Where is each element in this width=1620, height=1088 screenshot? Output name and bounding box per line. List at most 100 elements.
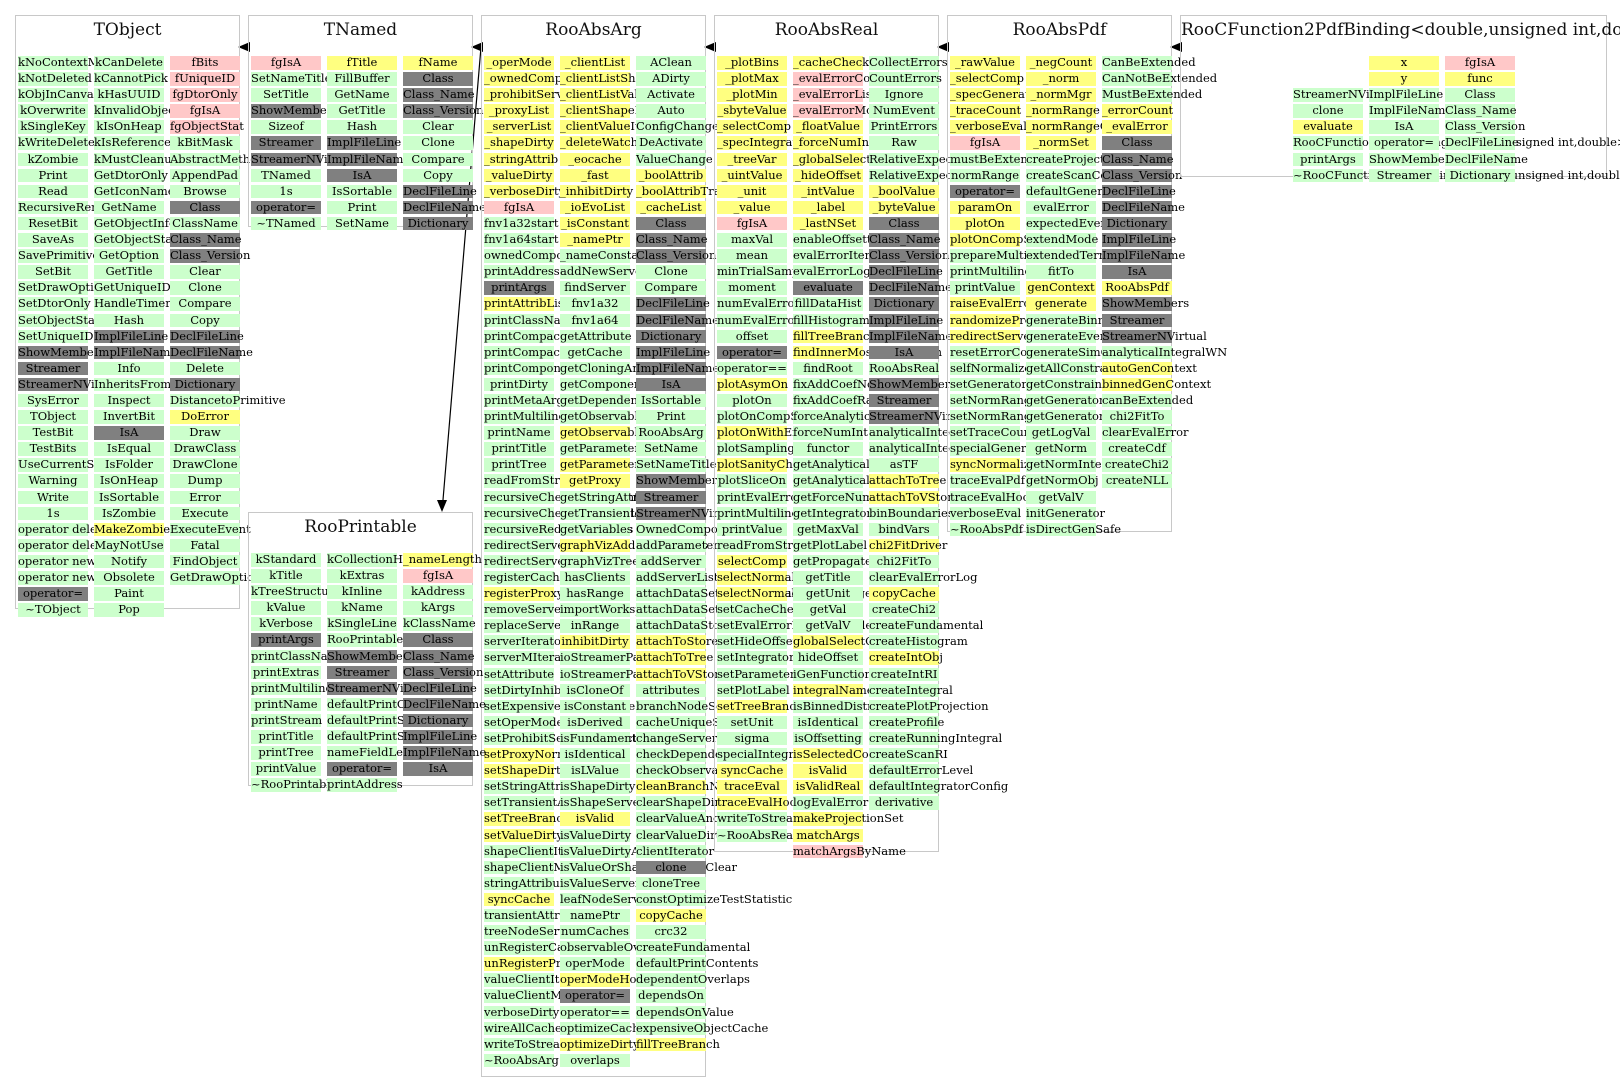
member-item: unRegisterProxy xyxy=(484,956,582,971)
member-item: getAttribute xyxy=(560,328,632,344)
member-item: isDerived xyxy=(560,715,630,730)
member-item: hasClients xyxy=(560,570,630,585)
member-item: asTF xyxy=(869,458,939,472)
member-item: iGenFunction xyxy=(793,666,872,682)
member-item: inhibitDirty xyxy=(560,634,630,649)
member-item: _unit xyxy=(717,184,787,199)
member-item: fgObjectStat xyxy=(170,119,244,134)
member-item: clearEvalErrorLog xyxy=(869,570,978,585)
member-item: operator== xyxy=(717,360,787,376)
member-item: traceEvalHook xyxy=(950,489,1037,505)
member-item: isValidReal xyxy=(793,780,863,794)
member-column: fgIsA func Class Class_Name Class_Version Dec… xyxy=(1445,55,1528,185)
member-item: printTree xyxy=(251,746,321,760)
member-item: Print xyxy=(18,168,88,183)
member-item: analyticalIntegral xyxy=(869,425,973,440)
member-item: Class xyxy=(1102,136,1172,150)
member-item: ImplFileName xyxy=(636,360,720,376)
member-item: StreamerNVirtual xyxy=(327,680,432,696)
member-item: kNoContextMenu xyxy=(18,55,122,70)
member-item: createProjection xyxy=(1026,151,1123,167)
member-item: selfNormalized xyxy=(950,360,1039,376)
member-item: Print xyxy=(636,410,706,424)
member-item: setNormRangeOverride xyxy=(950,409,1090,424)
member-item: plotSanityChecks xyxy=(717,457,819,472)
member-item: addNewServer xyxy=(560,264,648,279)
member-item: Copy xyxy=(170,313,240,327)
class-title: RooCFunction2PdfBinding<double,unsigned … xyxy=(1181,20,1620,40)
member-item: AppendPad xyxy=(170,167,240,183)
member-item: kCollectionHeader xyxy=(327,552,437,567)
member-item: evalErrorIter xyxy=(793,248,871,263)
member-item: _plotMax xyxy=(717,72,787,86)
member-item: createCdf xyxy=(1102,442,1172,456)
member-item: ImplFileLine xyxy=(1369,87,1444,102)
member-item: func xyxy=(1445,72,1515,86)
member-item: Class_Name xyxy=(170,232,242,247)
member-item: _boolValue xyxy=(869,184,939,199)
member-item: printDirty xyxy=(484,377,554,392)
member-item: analyticalIntegralWN xyxy=(869,441,995,456)
member-item: attachToVStore xyxy=(636,666,727,682)
class-box-tnamed: TNamed fgIsA SetNameTitle SetTitle ShowMembe… xyxy=(248,15,486,231)
member-item: namePtr xyxy=(560,908,630,923)
member-item: ImplFileLine xyxy=(403,729,478,744)
member-item: observableOverlaps xyxy=(560,940,676,955)
member-item: dependsOn xyxy=(636,989,706,1003)
member-item: setEvalErrorLoggingMode xyxy=(717,619,872,633)
member-item: Streamer xyxy=(1102,313,1172,327)
member-item: getStringAttribute xyxy=(560,489,668,505)
member-item: valueClientMIterator xyxy=(484,988,608,1003)
member-item: Streamer xyxy=(636,490,706,505)
member-item: GetObjectInfo xyxy=(94,215,176,231)
member-item: UseCurrentStyle xyxy=(18,457,116,472)
member-column: _cacheCheck _evalErrorCount _evalErrorList… xyxy=(793,55,943,861)
member-item: plotSamplingHint xyxy=(717,441,821,456)
member-item: Auto xyxy=(636,104,706,118)
member-item: ShowMembers xyxy=(869,376,957,392)
member-item: fgIsA xyxy=(950,136,1020,150)
member-item: CountErrors xyxy=(869,71,942,86)
member-item: recursiveCheckObservables xyxy=(484,506,647,521)
member-item: CanNotBeExtended xyxy=(1102,71,1218,86)
member-item: Error xyxy=(170,490,240,505)
member-item: _plotMin xyxy=(717,88,787,102)
member-item: Delete xyxy=(170,361,240,376)
member-item: traceEvalPdf xyxy=(950,473,1026,488)
member-item: mustBeExtended xyxy=(950,151,1050,167)
member-item: RecursiveRemove xyxy=(18,199,123,215)
member-item: Browse xyxy=(170,184,240,199)
member-item: maxVal xyxy=(717,233,787,247)
member-item: _sbyteValue xyxy=(717,103,787,118)
member-item: getCache xyxy=(560,345,630,360)
member-item: _clientShapeIter xyxy=(560,103,657,118)
member-item: kHasUUID xyxy=(94,88,164,102)
member-item: shapeClientMIterator xyxy=(484,859,611,875)
member-column: _negCount _norm _normMgr _normRange _normRan… xyxy=(1026,55,1165,539)
member-item: GetObjectStat xyxy=(94,232,177,247)
member-item: _normSet xyxy=(1026,136,1096,150)
member-item: DrawClone xyxy=(170,458,240,472)
member-item: Compare xyxy=(403,152,473,167)
member-item: _clientValueIter xyxy=(560,119,652,134)
member-item: ImplFileLine xyxy=(869,312,944,327)
member-item: autoGenContext xyxy=(1102,360,1197,376)
member-item: Fatal xyxy=(170,538,240,553)
member-item: IsA xyxy=(94,426,164,440)
member-item: printName xyxy=(251,697,321,712)
member-item: ioStreamerPass2 xyxy=(560,650,659,665)
member-item: Execute xyxy=(170,506,240,521)
member-item: DeclFileLine xyxy=(869,264,943,279)
member-item: createScanRI xyxy=(869,747,948,762)
member-item: clientIterator xyxy=(636,843,714,859)
member-item: getGeneratorConfig xyxy=(1026,409,1143,424)
member-item: isFundamental xyxy=(560,730,647,746)
member-item: defaultPrintStream xyxy=(327,712,440,728)
member-item: DeclFileLine xyxy=(403,680,477,696)
class-title: RooPrintable xyxy=(304,517,417,537)
member-item: Clone xyxy=(403,136,473,150)
member-item: findInnerMostIntegration xyxy=(793,344,943,360)
member-item: kCanDelete xyxy=(94,55,164,70)
member-item: DoError xyxy=(170,410,240,424)
